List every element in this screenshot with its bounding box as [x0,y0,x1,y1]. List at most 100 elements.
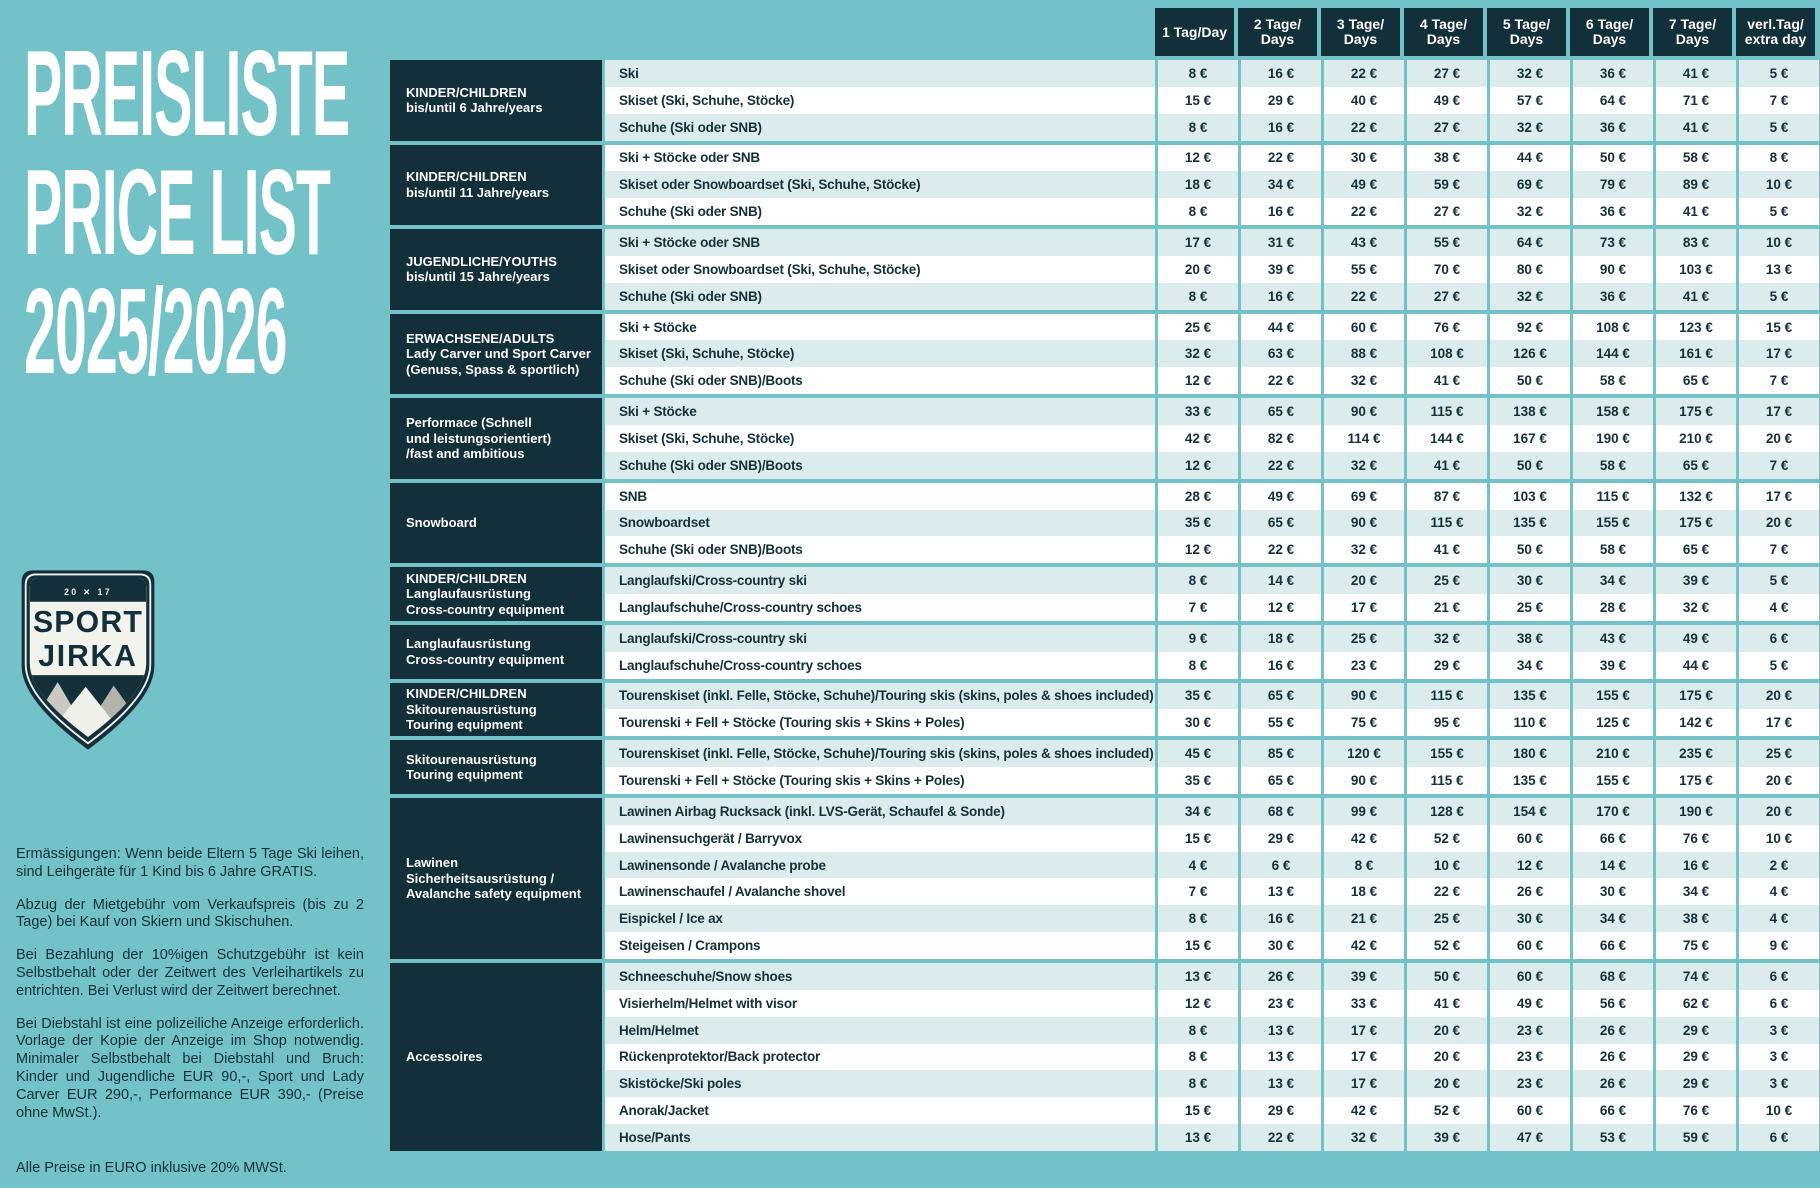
price-cell: 17 € [1736,709,1819,737]
price-cell: 22 € [1404,878,1487,906]
item-label: Tourenski + Fell + Stöcke (Touring skis … [619,773,965,789]
price-cell: 15 € [1155,86,1238,114]
price-cell: 35 € [1155,509,1238,537]
item-label: Snowboardset [619,515,710,531]
price-cell: 16 € [1238,905,1321,933]
item-label: Ski + Stöcke [619,319,697,335]
price-cell: 20 € [1736,797,1819,825]
price-cell: 155 € [1570,682,1653,710]
price-cell: 40 € [1321,86,1404,114]
price-cell: 53 € [1570,1124,1653,1151]
section-rows: Ski + Stöcke 33 €65 €90 €115 €138 €158 €1… [605,398,1819,479]
price-cell: 75 € [1321,709,1404,737]
price-cell: 10 € [1404,851,1487,879]
price-cell: 55 € [1321,255,1404,283]
price-cell: 18 € [1238,624,1321,652]
price-cell: 27 € [1404,113,1487,141]
price-cell: 36 € [1570,198,1653,226]
item-cell: Schuhe (Ski oder SNB)/Boots [605,536,1155,564]
table-row: Eispickel / Ice ax 8 €16 €21 €25 €30 €34 … [605,905,1819,933]
table-section-5: Performace (Schnell und leistungsorienti… [390,398,1819,479]
table-row: Lawinen Airbag Rucksack (inkl. LVS-Gerät… [605,797,1819,825]
price-cell: 14 € [1570,851,1653,879]
item-cell: Tourenskiset (inkl. Felle, Stöcke, Schuh… [605,740,1155,768]
price-cell: 10 € [1736,824,1819,852]
price-cell: 58 € [1570,536,1653,564]
item-label: Langlaufschuhe/Cross-country schoes [619,599,862,615]
price-cell: 71 € [1653,86,1736,114]
price-cell: 7 € [1736,86,1819,114]
table-row: Snowboardset 35 €65 €90 €115 €135 €155 €1… [605,509,1819,537]
category-label: KINDER/CHILDREN bis/until 11 Jahre/years [390,144,602,226]
price-cell: 27 € [1404,198,1487,226]
price-cell: 17 € [1321,1016,1404,1044]
price-cell: 13 € [1238,878,1321,906]
price-cell: 75 € [1653,932,1736,959]
item-cell: Skiset (Ski, Schuhe, Stöcke) [605,340,1155,368]
item-label: Skiset (Ski, Schuhe, Stöcke) [619,92,795,108]
item-label: Ski + Stöcke [619,404,697,420]
price-cell: 65 € [1653,536,1736,564]
column-header-7: 7 Tage/ Days [1653,8,1732,56]
price-cell: 23 € [1487,1016,1570,1044]
price-cell: 68 € [1570,963,1653,990]
price-cell: 65 € [1653,367,1736,395]
item-label: Hose/Pants [619,1129,691,1145]
table-row: Ski + Stöcke oder SNB 12 €22 €30 €38 €44 … [605,144,1819,172]
price-cell: 7 € [1155,594,1238,621]
price-cell: 12 € [1487,851,1570,879]
price-cell: 28 € [1570,594,1653,621]
price-cell: 43 € [1321,229,1404,256]
price-cell: 49 € [1238,482,1321,510]
price-cell: 5 € [1736,651,1819,679]
table-row: Schuhe (Ski oder SNB) 8 €16 €22 €27 €32 €… [605,113,1819,141]
price-cell: 20 € [1736,424,1819,452]
price-cell: 55 € [1404,229,1487,256]
price-cell: 23 € [1487,1070,1570,1098]
table-row: Schuhe (Ski oder SNB)/Boots 12 €22 €32 €4… [605,451,1819,479]
item-label: Steigeisen / Crampons [619,938,761,954]
price-cell: 25 € [1404,905,1487,933]
price-cell: 114 € [1321,424,1404,452]
category-label: Performace (Schnell und leistungsorienti… [390,398,602,479]
price-cell: 34 € [1155,797,1238,825]
item-label: Langlaufschuhe/Cross-country schoes [619,657,862,673]
item-cell: Schuhe (Ski oder SNB) [605,198,1155,226]
item-label: Langlaufski/Cross-country ski [619,573,807,589]
price-cell: 8 € [1155,1070,1238,1098]
price-cell: 22 € [1238,451,1321,479]
page-title: PREISLISTE PRICE LIST 2025/2026 [24,32,716,392]
price-cell: 155 € [1404,740,1487,768]
price-cell: 90 € [1570,255,1653,283]
table-section-9: KINDER/CHILDREN Skitourenausrüstung Tour… [390,682,1819,737]
price-cell: 132 € [1653,482,1736,510]
price-cell: 23 € [1321,651,1404,679]
item-cell: Steigeisen / Crampons [605,932,1155,959]
price-cell: 83 € [1653,229,1736,256]
column-header-6: 6 Tage/ Days [1570,8,1649,56]
price-cell: 57 € [1487,86,1570,114]
column-header-1: 1 Tag/Day [1155,8,1234,56]
price-cell: 41 € [1653,60,1736,87]
price-cell: 12 € [1155,451,1238,479]
item-cell: Snowboardset [605,509,1155,537]
table-row: Skiset oder Snowboardset (Ski, Schuhe, S… [605,255,1819,283]
price-cell: 20 € [1321,567,1404,595]
price-cell: 34 € [1487,651,1570,679]
table-row: Lawinensuchgerät / Barryvox 15 €29 €42 €5… [605,824,1819,852]
price-cell: 175 € [1653,509,1736,537]
table-row: Anorak/Jacket 15 €29 €42 €52 €60 €66 €76 … [605,1097,1819,1125]
price-cell: 33 € [1321,989,1404,1017]
price-cell: 63 € [1238,340,1321,368]
price-cell: 55 € [1238,709,1321,737]
table-row: Skiset (Ski, Schuhe, Stöcke) 15 €29 €40 €… [605,86,1819,114]
table-section-4: ERWACHSENE/ADULTS Lady Carver und Sport … [390,313,1819,395]
category-label: Snowboard [390,482,602,564]
price-cell: 22 € [1238,367,1321,395]
price-cell: 4 € [1736,594,1819,621]
table-row: Langlaufski/Cross-country ski 9 €18 €25 €… [605,624,1819,652]
price-cell: 170 € [1570,797,1653,825]
price-cell: 26 € [1570,1070,1653,1098]
price-cell: 108 € [1570,313,1653,341]
